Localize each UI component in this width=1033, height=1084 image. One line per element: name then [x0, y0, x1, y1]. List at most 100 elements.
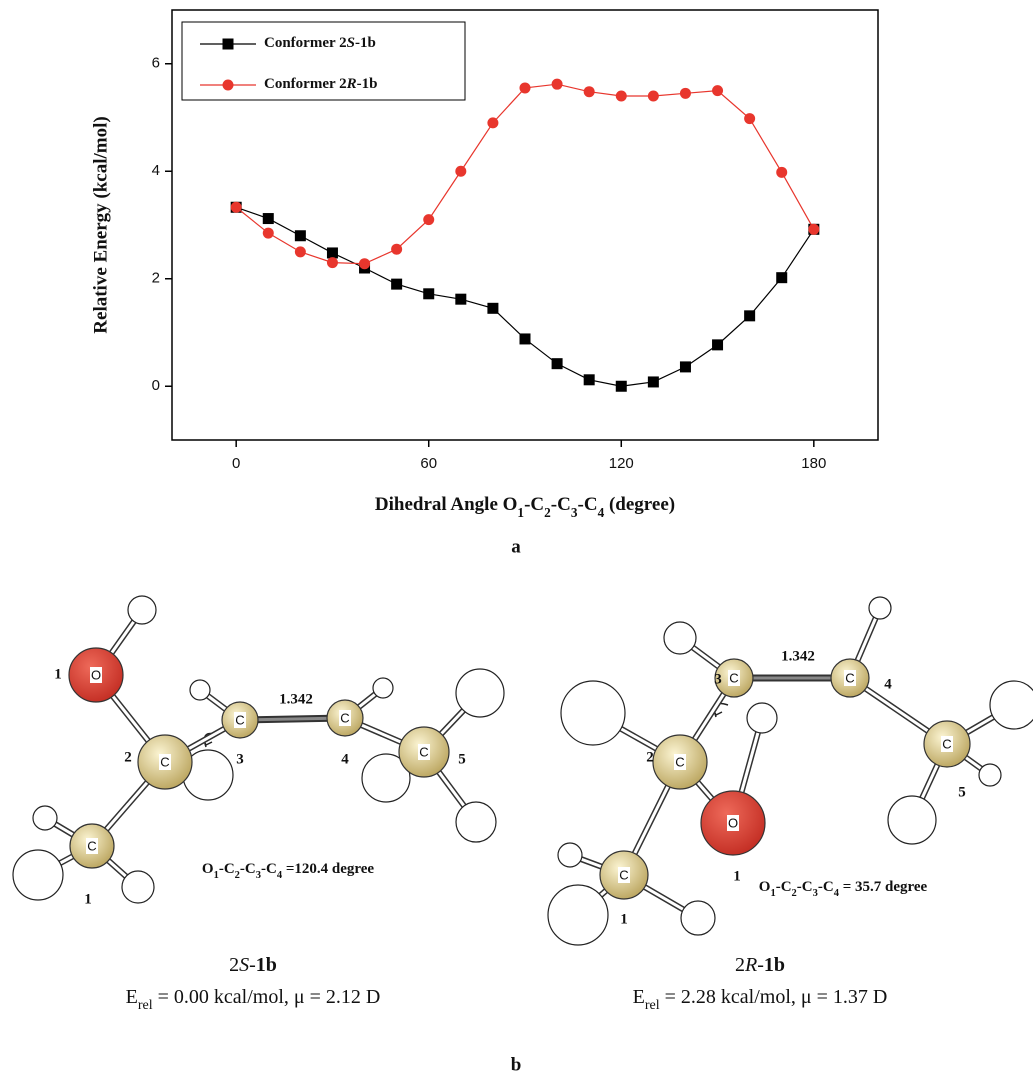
marker: [327, 247, 338, 258]
legend-marker: [223, 80, 234, 91]
hydrogen: [869, 597, 891, 619]
hydrogen: [190, 680, 210, 700]
marker: [744, 113, 755, 124]
legend-label: Conformer 2S-1b: [264, 35, 376, 51]
molecule-energy: Erel = 0.00 kcal/mol, μ = 2.12 D: [126, 986, 381, 1013]
atom-label: C: [340, 710, 349, 725]
bond-length: 1.342: [781, 648, 815, 664]
marker: [680, 88, 691, 99]
marker: [584, 374, 595, 385]
marker: [391, 244, 402, 255]
dihedral: O1-C2-C3-C4 =120.4 degree: [202, 861, 375, 880]
hydrogen: [888, 796, 936, 844]
marker: [648, 376, 659, 387]
figure: a b 0246060120180Dihedral Angle O1-C2-C3…: [0, 0, 1033, 1084]
series-line: [236, 84, 814, 264]
x-tick-label: 60: [420, 455, 437, 472]
marker: [520, 82, 531, 93]
atom-number: 2: [646, 749, 654, 765]
marker: [487, 117, 498, 128]
hydrogen: [561, 681, 625, 745]
marker: [263, 213, 274, 224]
atom-label: C: [235, 712, 244, 727]
marker: [712, 339, 723, 350]
hydrogen: [456, 669, 504, 717]
panel-label: a: [511, 536, 521, 557]
atom-number: 4: [341, 751, 349, 767]
marker: [776, 272, 787, 283]
atom-number: 2: [124, 749, 132, 765]
x-tick-label: 0: [232, 455, 240, 472]
atom-number: 3: [236, 751, 244, 767]
marker: [423, 214, 434, 225]
molecule-name: 2R-1b: [735, 954, 785, 976]
marker: [584, 86, 595, 97]
y-tick-label: 4: [152, 162, 160, 179]
hydrogen: [128, 596, 156, 624]
marker: [455, 166, 466, 177]
hydrogen: [13, 850, 63, 900]
marker: [263, 228, 274, 239]
atom-label: C: [845, 670, 854, 685]
marker: [423, 288, 434, 299]
molecule-energy: Erel = 2.28 kcal/mol, μ = 1.37 D: [633, 986, 888, 1013]
atom-number: 5: [958, 784, 966, 800]
hydrogen: [548, 885, 608, 945]
marker: [520, 333, 531, 344]
legend-marker: [223, 39, 234, 50]
atom-label: C: [87, 838, 96, 853]
hydrogen: [990, 681, 1033, 729]
atom-label: C: [419, 744, 428, 759]
atom-number: 4: [884, 676, 892, 692]
hydrogen: [664, 622, 696, 654]
atom-label: C: [160, 754, 169, 769]
marker: [552, 358, 563, 369]
atom-number: 1: [54, 666, 62, 682]
marker: [295, 230, 306, 241]
x-axis-label: Dihedral Angle O1-C2-C3-C4 (degree): [375, 494, 675, 519]
atom-label: C: [675, 754, 684, 769]
marker: [552, 79, 563, 90]
hydrogen: [456, 802, 496, 842]
x-tick-label: 120: [609, 455, 634, 472]
atom-number: 3: [714, 671, 722, 687]
hydrogen: [979, 764, 1001, 786]
atom-label: C: [942, 736, 951, 751]
atom-label: C: [729, 670, 738, 685]
marker: [712, 85, 723, 96]
atom-label: C: [619, 867, 628, 882]
marker: [744, 310, 755, 321]
y-axis-label: Relative Energy (kcal/mol): [90, 116, 111, 333]
atom-label: O: [728, 815, 738, 830]
dihedral: O1-C2-C3-C4 = 35.7 degree: [759, 879, 928, 898]
y-tick-label: 2: [152, 270, 160, 287]
hydrogen: [33, 806, 57, 830]
series-line: [236, 207, 814, 386]
marker: [616, 381, 627, 392]
marker: [295, 246, 306, 257]
marker: [391, 279, 402, 290]
bond-length: 1.342: [279, 691, 313, 707]
hydrogen: [122, 871, 154, 903]
marker: [231, 202, 242, 213]
hydrogen: [681, 901, 715, 935]
hydrogen: [373, 678, 393, 698]
atom-number: 1: [84, 891, 92, 907]
legend-label: Conformer 2R-1b: [264, 76, 377, 92]
hydrogen: [747, 703, 777, 733]
y-tick-label: 6: [152, 55, 160, 72]
atom-label: O: [91, 667, 101, 682]
hydrogen: [558, 843, 582, 867]
marker: [648, 91, 659, 102]
marker: [808, 224, 819, 235]
marker: [359, 258, 370, 269]
atom-number: 1: [620, 911, 628, 927]
marker: [776, 167, 787, 178]
marker: [487, 303, 498, 314]
molecule-name: 2S-1b: [229, 954, 277, 976]
marker: [455, 294, 466, 305]
marker: [616, 91, 627, 102]
marker: [327, 257, 338, 268]
marker: [680, 361, 691, 372]
panel-label: b: [511, 1054, 522, 1075]
